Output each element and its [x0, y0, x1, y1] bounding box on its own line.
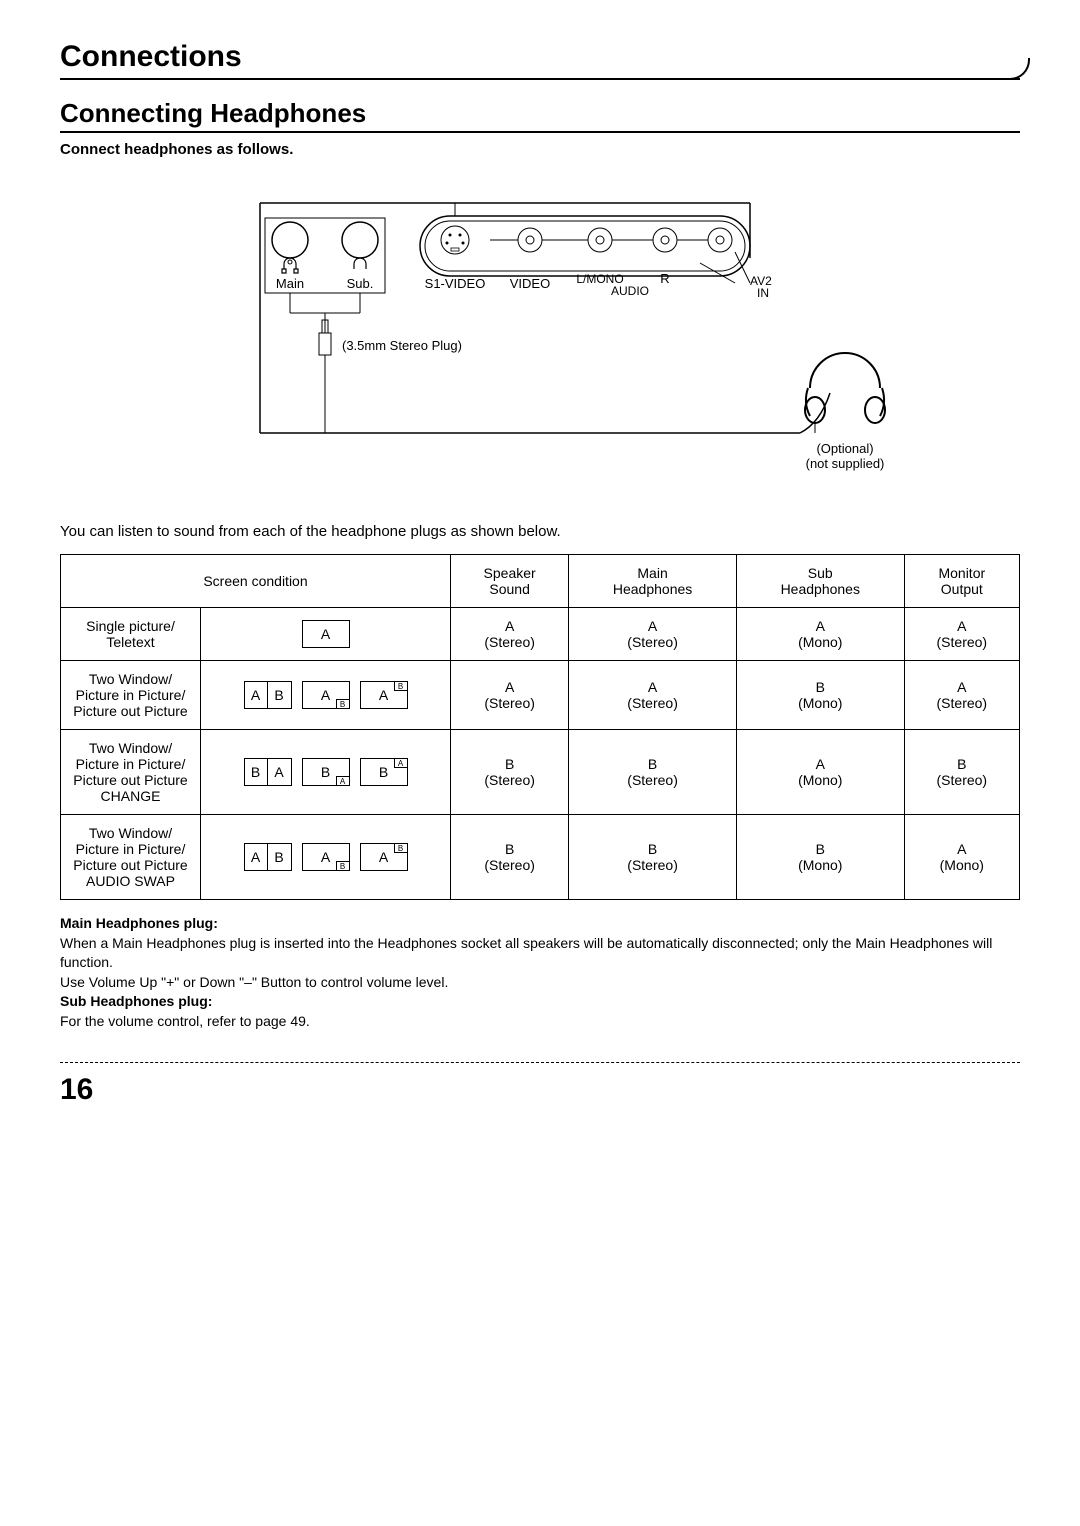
- notes-h2: Sub Headphones plug:: [60, 992, 1020, 1012]
- label-s1video: S1-VIDEO: [425, 276, 486, 291]
- row2-sp: B (Stereo): [451, 730, 569, 815]
- page-number: 16: [60, 1062, 1020, 1107]
- row0-cond: Single picture/ Teletext: [61, 608, 201, 661]
- th-speaker: Speaker Sound: [451, 555, 569, 608]
- instruction-text: Connect headphones as follows.: [60, 141, 1020, 158]
- row0-mh: A (Stereo): [569, 608, 737, 661]
- notes-p1: When a Main Headphones plug is inserted …: [60, 934, 1020, 973]
- notes-p2: Use Volume Up "+" or Down "–" Button to …: [60, 973, 1020, 993]
- row2-mo: B (Stereo): [904, 730, 1019, 815]
- row2-cond: Two Window/ Picture in Picture/ Picture …: [61, 730, 201, 815]
- row2-sh: A (Mono): [736, 730, 904, 815]
- row1-mo: A (Stereo): [904, 661, 1019, 730]
- row0-mo: A (Stereo): [904, 608, 1019, 661]
- label-plug: (3.5mm Stereo Plug): [342, 338, 462, 353]
- label-sub: Sub.: [347, 276, 374, 291]
- th-monitor: Monitor Output: [904, 555, 1019, 608]
- sound-table: Screen condition Speaker Sound Main Head…: [60, 554, 1020, 900]
- row1-sh: B (Mono): [736, 661, 904, 730]
- row2-icons: BA BA BA: [207, 758, 444, 786]
- th-sub: Sub Headphones: [736, 555, 904, 608]
- row1-cond: Two Window/ Picture in Picture/ Picture …: [61, 661, 201, 730]
- row3-mo: A (Mono): [904, 815, 1019, 900]
- label-in: IN: [757, 286, 769, 300]
- notes-p3: For the volume control, refer to page 49…: [60, 1012, 1020, 1032]
- label-optional1: (Optional): [816, 441, 873, 456]
- row1-sp: A (Stereo): [451, 661, 569, 730]
- section-title: Connections: [60, 40, 1020, 80]
- notes-block: Main Headphones plug: When a Main Headph…: [60, 914, 1020, 1032]
- row1-mh: A (Stereo): [569, 661, 737, 730]
- row3-icons: AB AB AB: [207, 843, 444, 871]
- label-audio: AUDIO: [611, 284, 649, 298]
- label-main: Main: [276, 276, 304, 291]
- row3-sp: B (Stereo): [451, 815, 569, 900]
- connection-diagram: Main Sub. S1-VIDEO VIDEO L/MONO AUDIO R …: [160, 188, 920, 493]
- row0-sh: A (Mono): [736, 608, 904, 661]
- row2-mh: B (Stereo): [569, 730, 737, 815]
- sub-title: Connecting Headphones: [60, 98, 1020, 133]
- label-optional2: (not supplied): [806, 456, 885, 471]
- row0-icons: A: [207, 620, 444, 648]
- notes-h1: Main Headphones plug:: [60, 914, 1020, 934]
- row0-sp: A (Stereo): [451, 608, 569, 661]
- row3-cond: Two Window/ Picture in Picture/ Picture …: [61, 815, 201, 900]
- row1-icons: AB AB AB: [207, 681, 444, 709]
- th-screen: Screen condition: [61, 555, 451, 608]
- label-r: R: [660, 271, 669, 286]
- body-text: You can listen to sound from each of the…: [60, 523, 1020, 540]
- th-main: Main Headphones: [569, 555, 737, 608]
- row3-mh: B (Stereo): [569, 815, 737, 900]
- label-video: VIDEO: [510, 276, 550, 291]
- row3-sh: B (Mono): [736, 815, 904, 900]
